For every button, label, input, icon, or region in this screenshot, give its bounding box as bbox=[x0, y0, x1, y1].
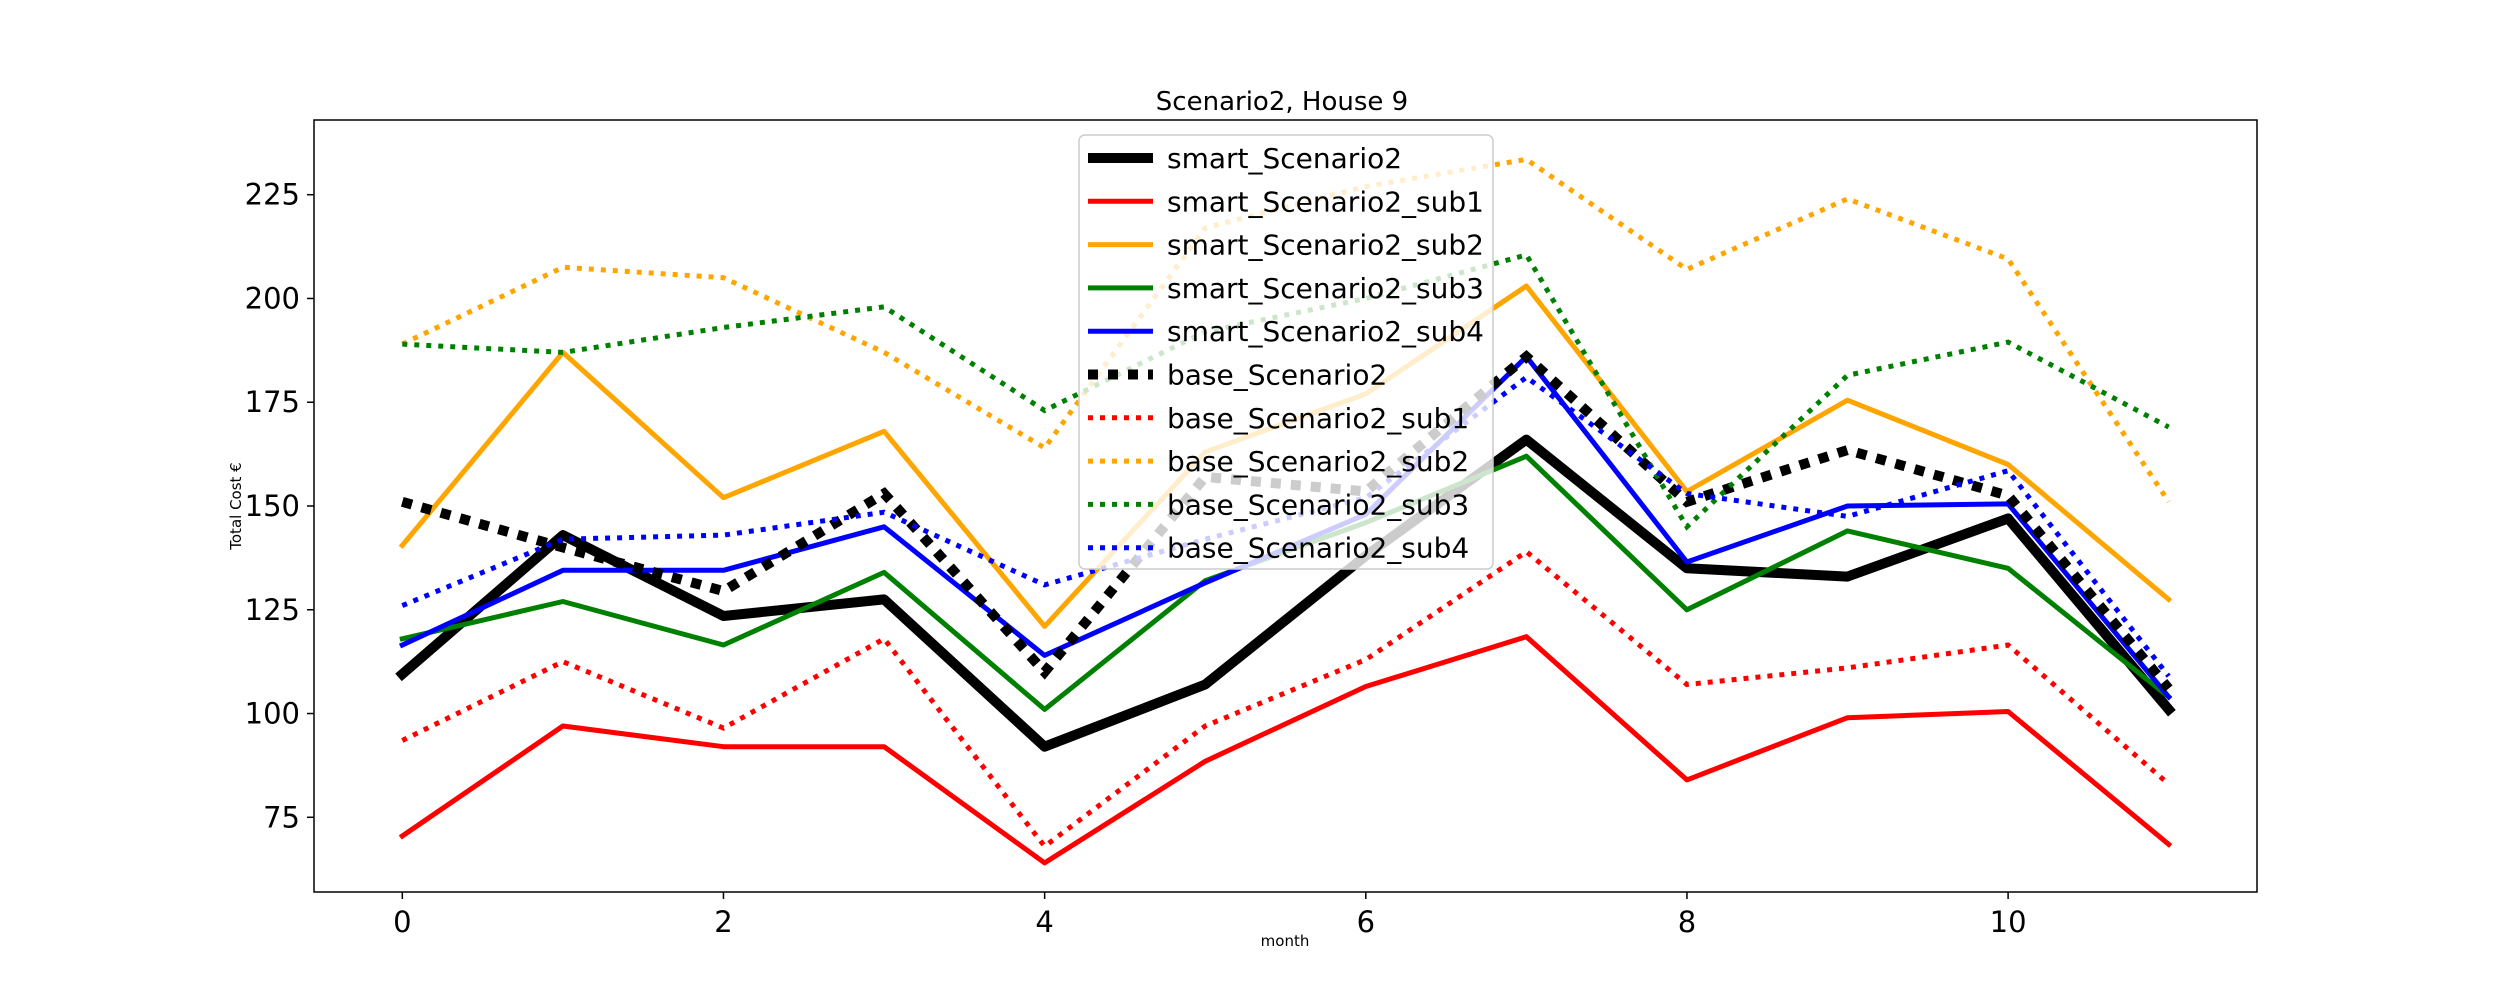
legend-label: base_Scenario2_sub1 bbox=[1167, 402, 1469, 435]
y-tick-label: 75 bbox=[263, 800, 300, 834]
legend-label: smart_Scenario2_sub1 bbox=[1167, 185, 1484, 218]
x-axis-label: month bbox=[1261, 932, 1310, 950]
y-tick-label: 125 bbox=[245, 593, 300, 627]
x-tick-label: 8 bbox=[1678, 905, 1696, 939]
axis-ticks: 0 2 4 6 8 10 75 100 125 150 175 200 225 bbox=[245, 178, 2027, 939]
x-tick-label: 10 bbox=[1990, 905, 2027, 939]
x-tick-label: 2 bbox=[714, 905, 732, 939]
x-tick-label: 6 bbox=[1357, 905, 1375, 939]
x-tick-label: 0 bbox=[393, 905, 411, 939]
legend-box bbox=[1078, 134, 1494, 570]
series-line-base-scenario2-sub1 bbox=[401, 548, 2171, 850]
y-tick-label: 225 bbox=[245, 178, 300, 212]
y-tick-label: 200 bbox=[245, 281, 300, 315]
legend-label: smart_Scenario2_sub3 bbox=[1167, 272, 1484, 305]
legend-label: smart_Scenario2_sub2 bbox=[1167, 229, 1484, 262]
legend-label: base_Scenario2_sub2 bbox=[1167, 445, 1469, 478]
x-tick-label: 4 bbox=[1035, 905, 1053, 939]
legend-label: base_Scenario2 bbox=[1167, 359, 1387, 392]
legend-label: smart_Scenario2_sub4 bbox=[1167, 315, 1484, 348]
series-line-base-scenario2 bbox=[400, 349, 2173, 692]
chart-title: Scenario2, House 9 bbox=[1156, 87, 1408, 117]
legend-label: smart_Scenario2 bbox=[1167, 142, 1402, 175]
y-tick-label: 100 bbox=[245, 697, 300, 731]
legend-label: base_Scenario2_sub4 bbox=[1167, 532, 1469, 565]
y-tick-label: 150 bbox=[245, 489, 300, 523]
legend-label: base_Scenario2_sub3 bbox=[1167, 488, 1469, 521]
plot-frame bbox=[313, 119, 2258, 893]
series-line-smart-scenario2 bbox=[395, 434, 2176, 752]
y-axis-label: Total Cost € bbox=[227, 462, 245, 550]
series-line-smart-scenario2-sub1 bbox=[398, 634, 2173, 866]
y-tick-label: 175 bbox=[245, 385, 300, 419]
legend: smart_Scenario2 smart_Scenario2_sub1smart… bbox=[1078, 134, 1494, 570]
